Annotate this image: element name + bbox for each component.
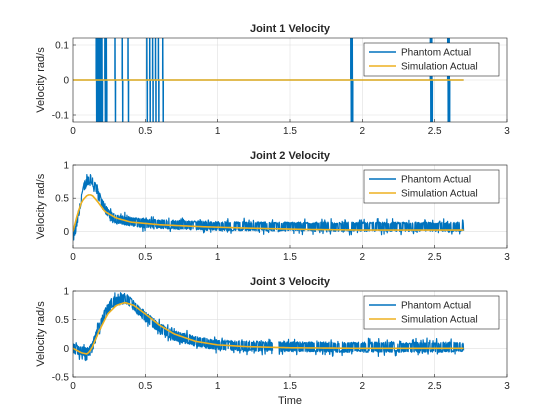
legend-box (363, 169, 500, 204)
series-line-phantom-actual (73, 292, 465, 362)
y-tick-label: 0.5 (55, 315, 69, 326)
y-tick-label: 0.5 (55, 194, 69, 205)
x-tick-label: 2 (360, 252, 366, 263)
x-tick-label: 3 (504, 252, 510, 263)
x-tick-label: 0.5 (138, 252, 152, 263)
series-group (73, 292, 465, 362)
x-tick-label: 2.5 (428, 126, 442, 137)
y-tick-label: -0.1 (52, 111, 70, 122)
x-tick-label: 2 (360, 381, 366, 392)
legend: Phantom Actual Simulation Actual (363, 295, 500, 330)
series-line-simulation-actual (73, 194, 464, 232)
legend-box (363, 295, 500, 330)
y-tick-label: 0 (63, 76, 69, 87)
x-tick-label: 3 (504, 381, 510, 392)
y-tick-label: -0.5 (52, 373, 70, 384)
x-axis-label: Time (278, 395, 302, 407)
y-tick-label: 0.1 (55, 41, 69, 52)
legend-entry: Phantom Actual (401, 48, 471, 59)
series-line-simulation-actual (73, 301, 464, 355)
series-group (73, 38, 464, 122)
x-tick-label: 1.5 (283, 126, 297, 137)
legend-entry: Simulation Actual (401, 189, 478, 200)
x-tick-label: 2.5 (428, 381, 442, 392)
subplot-joint-2: 0 0.5 1 1.5 2 2.5 3 0 0.5 1 Joint 2 Velocity Veloci… (35, 150, 510, 263)
x-tick-label: 3 (504, 126, 510, 137)
legend-box (363, 42, 500, 77)
x-tick-label: 0 (70, 381, 76, 392)
legend: Phantom Actual Simulation Actual (363, 169, 500, 204)
y-tick-label: 0 (63, 227, 69, 238)
x-tick-label: 1 (215, 381, 221, 392)
y-axis-label: Velocity rad/s (35, 47, 47, 113)
legend: Phantom Actual Simulation Actual (363, 42, 500, 77)
subplot-title: Joint 1 Velocity (250, 23, 331, 35)
legend-entry: Simulation Actual (401, 62, 478, 73)
x-tick-label: 1 (215, 126, 221, 137)
x-tick-label: 0.5 (138, 381, 152, 392)
x-tick-label: 0 (70, 126, 76, 137)
axes-box (72, 290, 508, 378)
y-tick-label: 1 (63, 161, 69, 172)
legend-entry: Simulation Actual (401, 315, 478, 326)
axes-box (72, 164, 508, 249)
legend-entry: Phantom Actual (401, 301, 471, 312)
series-line-phantom-actual (73, 174, 465, 241)
x-tick-label: 1.5 (283, 252, 297, 263)
x-tick-label: 1.5 (283, 381, 297, 392)
x-tick-label: 0 (70, 252, 76, 263)
y-axis-label: Velocity rad/s (35, 173, 47, 239)
subplot-title: Joint 2 Velocity (250, 150, 331, 162)
series-group (73, 174, 465, 241)
x-tick-label: 2.5 (428, 252, 442, 263)
axes-box (72, 37, 508, 123)
y-tick-label: 1 (63, 287, 69, 298)
legend-entry: Phantom Actual (401, 175, 471, 186)
y-axis-label: Velocity rad/s (35, 301, 47, 367)
x-tick-label: 0.5 (138, 126, 152, 137)
subplot-title: Joint 3 Velocity (250, 276, 331, 288)
x-tick-label: 1 (215, 252, 221, 263)
y-tick-label: 0 (63, 344, 69, 355)
x-tick-label: 2 (360, 126, 366, 137)
